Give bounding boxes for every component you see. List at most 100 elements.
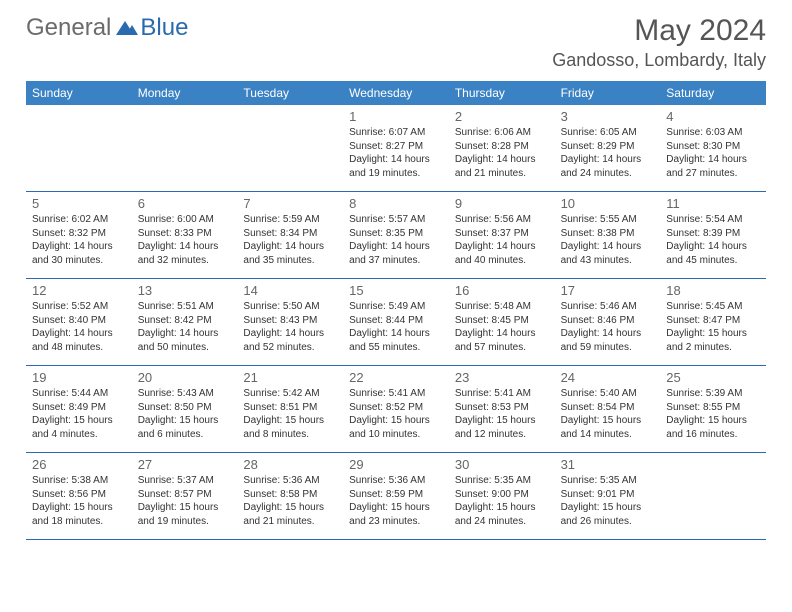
calendar-day: 19 Sunrise: 5:44 AMSunset: 8:49 PMDayligh…: [26, 366, 132, 452]
day-number: 19: [32, 370, 126, 385]
day-info-line: Sunset: 8:55 PM: [666, 401, 760, 415]
day-info-line: and 37 minutes.: [349, 254, 443, 268]
day-info-line: Sunrise: 5:57 AM: [349, 213, 443, 227]
day-info-line: Sunrise: 5:52 AM: [32, 300, 126, 314]
page-header: General Blue May 2024 Gandosso, Lombardy…: [0, 0, 792, 75]
day-info-line: Sunrise: 5:42 AM: [243, 387, 337, 401]
calendar-day: 26Sunrise: 5:38 AMSunset: 8:56 PMDayligh…: [26, 453, 132, 539]
day-info: Sunrise: 6:02 AMSunset: 8:32 PMDaylight:…: [32, 213, 126, 267]
day-info-line: and 10 minutes.: [349, 428, 443, 442]
day-info-line: Sunset: 8:42 PM: [138, 314, 232, 328]
weekday-header: Wednesday: [343, 81, 449, 105]
day-info-line: Sunset: 9:01 PM: [561, 488, 655, 502]
day-number: 26: [32, 457, 126, 472]
day-info-line: Sunrise: 5:38 AM: [32, 474, 126, 488]
day-info-line: and 48 minutes.: [32, 341, 126, 355]
day-info-line: Sunrise: 5:51 AM: [138, 300, 232, 314]
day-info: Sunrise: 5:55 AMSunset: 8:38 PMDaylight:…: [561, 213, 655, 267]
day-info-line: Sunrise: 6:02 AM: [32, 213, 126, 227]
day-info-line: Sunset: 8:29 PM: [561, 140, 655, 154]
day-info-line: Daylight: 15 hours: [349, 414, 443, 428]
calendar-day: [660, 453, 766, 539]
day-info-line: Daylight: 14 hours: [243, 327, 337, 341]
day-number: 24: [561, 370, 655, 385]
day-info: Sunrise: 5:41 AMSunset: 8:52 PMDaylight:…: [349, 387, 443, 441]
day-info: Sunrise: 5:45 AMSunset: 8:47 PMDaylight:…: [666, 300, 760, 354]
day-info-line: Sunrise: 5:35 AM: [455, 474, 549, 488]
day-info-line: Daylight: 14 hours: [349, 327, 443, 341]
day-info-line: Daylight: 15 hours: [138, 414, 232, 428]
day-info: Sunrise: 6:06 AMSunset: 8:28 PMDaylight:…: [455, 126, 549, 180]
day-info-line: and 12 minutes.: [455, 428, 549, 442]
day-info-line: Sunrise: 5:45 AM: [666, 300, 760, 314]
calendar-day: 24Sunrise: 5:40 AMSunset: 8:54 PMDayligh…: [555, 366, 661, 452]
day-info: Sunrise: 5:56 AMSunset: 8:37 PMDaylight:…: [455, 213, 549, 267]
title-block: May 2024 Gandosso, Lombardy, Italy: [552, 14, 766, 71]
day-info: Sunrise: 5:39 AMSunset: 8:55 PMDaylight:…: [666, 387, 760, 441]
day-info: Sunrise: 5:57 AMSunset: 8:35 PMDaylight:…: [349, 213, 443, 267]
month-title: May 2024: [552, 14, 766, 48]
calendar-day: 8 Sunrise: 5:57 AMSunset: 8:35 PMDaylight…: [343, 192, 449, 278]
day-number: 8: [349, 196, 443, 211]
calendar-day: 1Sunrise: 6:07 AMSunset: 8:27 PMDaylight…: [343, 105, 449, 191]
day-info: Sunrise: 5:37 AMSunset: 8:57 PMDaylight:…: [138, 474, 232, 528]
weekday-header: Saturday: [660, 81, 766, 105]
calendar-day: 28Sunrise: 5:36 AMSunset: 8:58 PMDayligh…: [237, 453, 343, 539]
calendar-day: 3Sunrise: 6:05 AMSunset: 8:29 PMDaylight…: [555, 105, 661, 191]
day-info-line: and 55 minutes.: [349, 341, 443, 355]
day-info: Sunrise: 5:36 AMSunset: 8:59 PMDaylight:…: [349, 474, 443, 528]
day-info-line: Daylight: 14 hours: [349, 240, 443, 254]
day-info-line: Sunset: 8:58 PM: [243, 488, 337, 502]
day-number: 5: [32, 196, 126, 211]
day-info-line: Sunrise: 5:54 AM: [666, 213, 760, 227]
day-info-line: Sunset: 8:47 PM: [666, 314, 760, 328]
weekday-header: Monday: [132, 81, 238, 105]
day-number: 17: [561, 283, 655, 298]
calendar-week: 12Sunrise: 5:52 AMSunset: 8:40 PMDayligh…: [26, 279, 766, 366]
day-info-line: Daylight: 15 hours: [666, 327, 760, 341]
day-info: Sunrise: 5:50 AMSunset: 8:43 PMDaylight:…: [243, 300, 337, 354]
day-info-line: and 52 minutes.: [243, 341, 337, 355]
day-info-line: Sunrise: 5:39 AM: [666, 387, 760, 401]
day-info-line: Sunrise: 5:44 AM: [32, 387, 126, 401]
day-number: 22: [349, 370, 443, 385]
calendar-day: 11Sunrise: 5:54 AMSunset: 8:39 PMDayligh…: [660, 192, 766, 278]
calendar-day: 21Sunrise: 5:42 AMSunset: 8:51 PMDayligh…: [237, 366, 343, 452]
day-number: 15: [349, 283, 443, 298]
day-info-line: and 35 minutes.: [243, 254, 337, 268]
calendar-day: [132, 105, 238, 191]
day-info-line: and 57 minutes.: [455, 341, 549, 355]
day-info-line: and 40 minutes.: [455, 254, 549, 268]
day-info-line: Sunrise: 5:40 AM: [561, 387, 655, 401]
day-info-line: and 14 minutes.: [561, 428, 655, 442]
day-info-line: and 50 minutes.: [138, 341, 232, 355]
day-info-line: Daylight: 14 hours: [138, 327, 232, 341]
day-info: Sunrise: 5:36 AMSunset: 8:58 PMDaylight:…: [243, 474, 337, 528]
day-number: 20: [138, 370, 232, 385]
day-info-line: Sunset: 8:51 PM: [243, 401, 337, 415]
calendar-day: 6Sunrise: 6:00 AMSunset: 8:33 PMDaylight…: [132, 192, 238, 278]
day-info-line: and 4 minutes.: [32, 428, 126, 442]
day-info-line: and 8 minutes.: [243, 428, 337, 442]
day-info-line: and 19 minutes.: [138, 515, 232, 529]
day-number: 13: [138, 283, 232, 298]
day-info-line: and 59 minutes.: [561, 341, 655, 355]
day-number: 31: [561, 457, 655, 472]
calendar-week: 19 Sunrise: 5:44 AMSunset: 8:49 PMDayligh…: [26, 366, 766, 453]
day-info-line: Sunset: 8:50 PM: [138, 401, 232, 415]
day-number: 14: [243, 283, 337, 298]
weekday-header-row: SundayMondayTuesdayWednesdayThursdayFrid…: [26, 81, 766, 105]
day-info-line: Sunset: 8:28 PM: [455, 140, 549, 154]
day-info-line: Sunrise: 5:46 AM: [561, 300, 655, 314]
day-info: Sunrise: 5:44 AMSunset: 8:49 PMDaylight:…: [32, 387, 126, 441]
day-info-line: Daylight: 14 hours: [666, 153, 760, 167]
weekday-header: Tuesday: [237, 81, 343, 105]
day-info-line: Sunset: 8:39 PM: [666, 227, 760, 241]
calendar-day: 29Sunrise: 5:36 AMSunset: 8:59 PMDayligh…: [343, 453, 449, 539]
day-info-line: Daylight: 14 hours: [561, 240, 655, 254]
day-info-line: Sunrise: 6:00 AM: [138, 213, 232, 227]
day-info-line: Sunset: 8:32 PM: [32, 227, 126, 241]
day-info-line: Daylight: 14 hours: [561, 327, 655, 341]
day-info-line: Daylight: 15 hours: [243, 414, 337, 428]
day-number: 4: [666, 109, 760, 124]
